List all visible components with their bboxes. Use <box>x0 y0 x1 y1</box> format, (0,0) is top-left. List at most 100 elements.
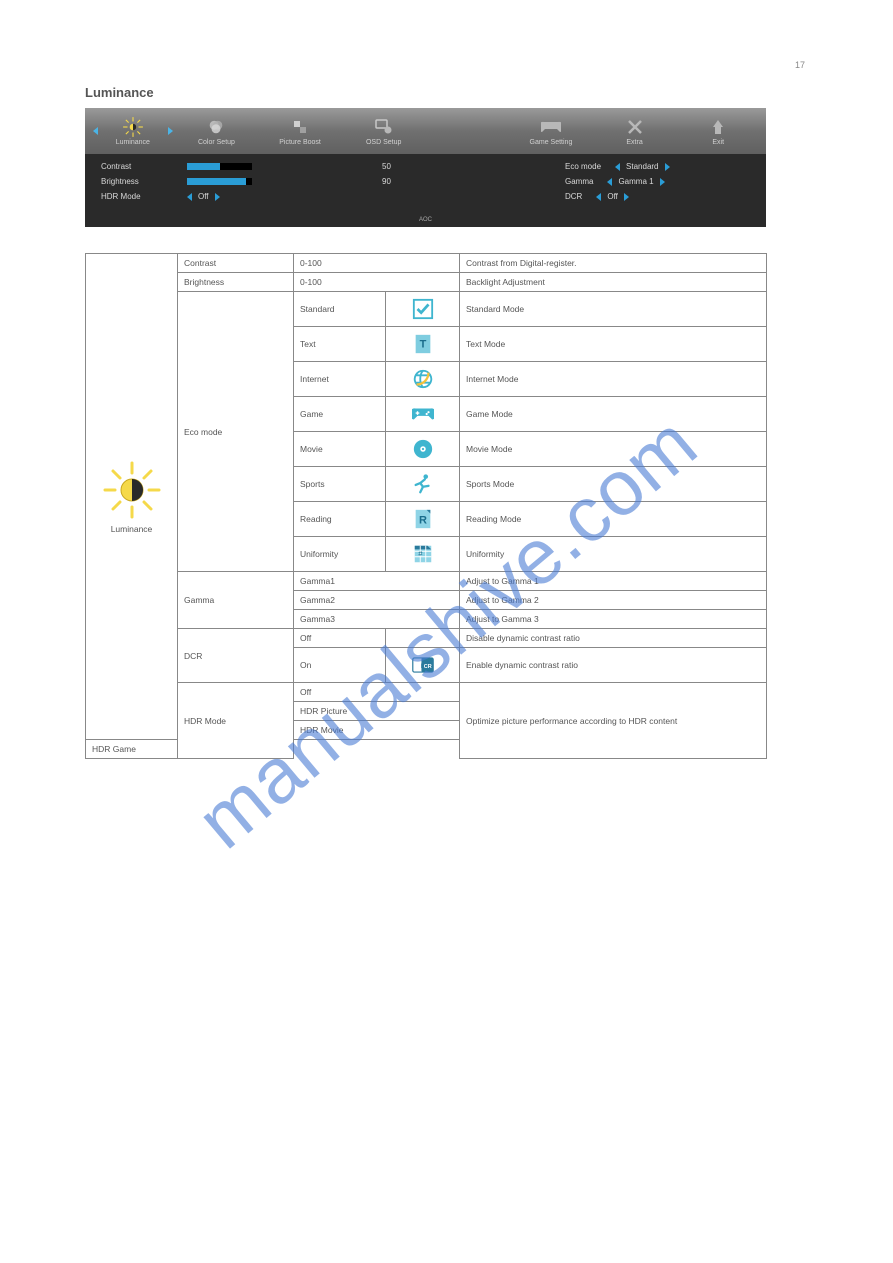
dcr-desc: Enable dynamic contrast ratio <box>460 648 767 683</box>
sun-icon <box>91 117 175 137</box>
arrow-left-icon <box>615 163 620 171</box>
tab-picture-boost[interactable]: Picture Boost <box>258 117 342 146</box>
gamepad-icon <box>410 401 436 427</box>
settings-table: Luminance Contrast 0-100 Contrast from D… <box>85 253 767 759</box>
picture-boost-icon <box>258 117 342 137</box>
gamma-value: Gamma 1 <box>618 177 653 186</box>
tab-label: Picture Boost <box>258 139 342 146</box>
osd-panel: Luminance Color Setup Picture Boost OSD … <box>85 108 766 227</box>
table-row: Brightness 0-100 Backlight Adjustment <box>86 273 767 292</box>
setting-name: Brightness <box>178 273 294 292</box>
eco-desc: Reading Mode <box>460 502 767 537</box>
table-row: DCR Off Disable dynamic contrast ratio <box>86 629 767 648</box>
dcr-value: Off <box>607 192 618 201</box>
category-cell: Luminance <box>86 254 178 740</box>
gamma-desc: Adjust to Gamma 3 <box>460 610 767 629</box>
contrast-slider[interactable] <box>187 162 376 171</box>
gamma-name: Gamma <box>178 572 294 629</box>
arrow-right-icon <box>660 178 665 186</box>
eco-desc: Text Mode <box>460 327 767 362</box>
setting-range: 0-100 <box>294 254 460 273</box>
tab-label: Color Setup <box>175 139 259 146</box>
tab-label: Luminance <box>91 139 175 146</box>
gamepad-icon <box>509 117 593 137</box>
dcr-select[interactable]: DCR Off <box>565 192 754 201</box>
dcr-option: On <box>294 648 386 683</box>
category-label: Luminance <box>111 524 153 534</box>
svg-text:R: R <box>419 515 427 527</box>
gamma-desc: Adjust to Gamma 2 <box>460 591 767 610</box>
eco-desc: Sports Mode <box>460 467 767 502</box>
hdr-select[interactable]: Off <box>187 192 565 201</box>
eco-mode-value: Standard <box>626 162 658 171</box>
arrow-left-icon <box>596 193 601 201</box>
osd-body: Contrast 50 Eco mode Standard Brightness… <box>85 154 766 217</box>
eco-desc: Standard Mode <box>460 292 767 327</box>
exit-icon <box>676 117 760 137</box>
dcr-desc: Disable dynamic contrast ratio <box>460 629 767 648</box>
gamma-select[interactable]: Gamma Gamma 1 <box>565 177 754 186</box>
blank-icon <box>426 120 510 140</box>
contrast-value: 50 <box>376 162 565 171</box>
gamma-option: Gamma1 <box>294 572 460 591</box>
page-number: 17 <box>795 60 805 70</box>
setting-range: 0-100 <box>294 273 460 292</box>
arrow-left-icon <box>607 178 612 186</box>
dcr-name: DCR <box>178 629 294 683</box>
text-icon: T <box>410 331 436 357</box>
tab-luminance[interactable]: Luminance <box>91 117 175 146</box>
tools-icon <box>593 117 677 137</box>
table-row: HDR Mode Off Optimize picture performanc… <box>86 683 767 702</box>
table-row: Gamma Gamma1 Adjust to Gamma 1 <box>86 572 767 591</box>
tab-color[interactable]: Color Setup <box>175 117 259 146</box>
brightness-value: 90 <box>376 177 565 186</box>
eco-desc: Uniformity <box>460 537 767 572</box>
eco-mode-select[interactable]: Eco mode Standard <box>565 162 754 171</box>
internet-icon <box>410 366 436 392</box>
grid-icon: # <box>410 541 436 567</box>
section-title: Luminance <box>85 85 808 100</box>
tab-exit[interactable]: Exit <box>676 117 760 146</box>
eco-option: Game <box>294 397 386 432</box>
eco-option: Uniformity <box>294 537 386 572</box>
rgb-icon <box>175 117 259 137</box>
eco-option: Movie <box>294 432 386 467</box>
dcr-option: Off <box>294 629 386 648</box>
tab-label: Exit <box>676 139 760 146</box>
luminance-icon <box>102 460 162 520</box>
eco-mode-label: Eco mode <box>565 162 601 171</box>
hdr-option: HDR Movie <box>294 721 460 740</box>
hdr-option: HDR Picture <box>294 702 460 721</box>
tab-osd-setup[interactable]: OSD Setup <box>342 117 426 146</box>
dcr-icon: DCR <box>410 652 436 678</box>
arrow-right-icon <box>215 193 220 201</box>
gamma-option: Gamma3 <box>294 610 460 629</box>
setting-desc: Backlight Adjustment <box>460 273 767 292</box>
disc-icon <box>410 436 436 462</box>
hdr-label: HDR Mode <box>97 192 187 201</box>
osd-setup-icon <box>342 117 426 137</box>
reading-icon: R <box>410 506 436 532</box>
table-row: Eco mode Standard Standard Mode <box>86 292 767 327</box>
svg-text:CR: CR <box>423 664 431 670</box>
eco-desc: Internet Mode <box>460 362 767 397</box>
hdr-option: HDR Game <box>86 740 294 759</box>
tab-label: Extra <box>593 139 677 146</box>
gamma-label: Gamma <box>565 177 593 186</box>
eco-icon-cell <box>386 292 460 327</box>
tab-blank <box>426 120 510 142</box>
runner-icon <box>410 471 436 497</box>
brightness-slider[interactable] <box>187 177 376 186</box>
hdr-desc: Optimize picture performance according t… <box>460 683 767 759</box>
tab-label: OSD Setup <box>342 139 426 146</box>
gamma-desc: Adjust to Gamma 1 <box>460 572 767 591</box>
tab-game[interactable]: Game Setting <box>509 117 593 146</box>
eco-option: Internet <box>294 362 386 397</box>
svg-text:T: T <box>419 339 426 351</box>
hdr-option: Off <box>294 683 460 702</box>
eco-option: Sports <box>294 467 386 502</box>
tab-label: Game Setting <box>509 139 593 146</box>
osd-tab-bar: Luminance Color Setup Picture Boost OSD … <box>85 108 766 154</box>
arrow-right-icon <box>665 163 670 171</box>
tab-extra[interactable]: Extra <box>593 117 677 146</box>
